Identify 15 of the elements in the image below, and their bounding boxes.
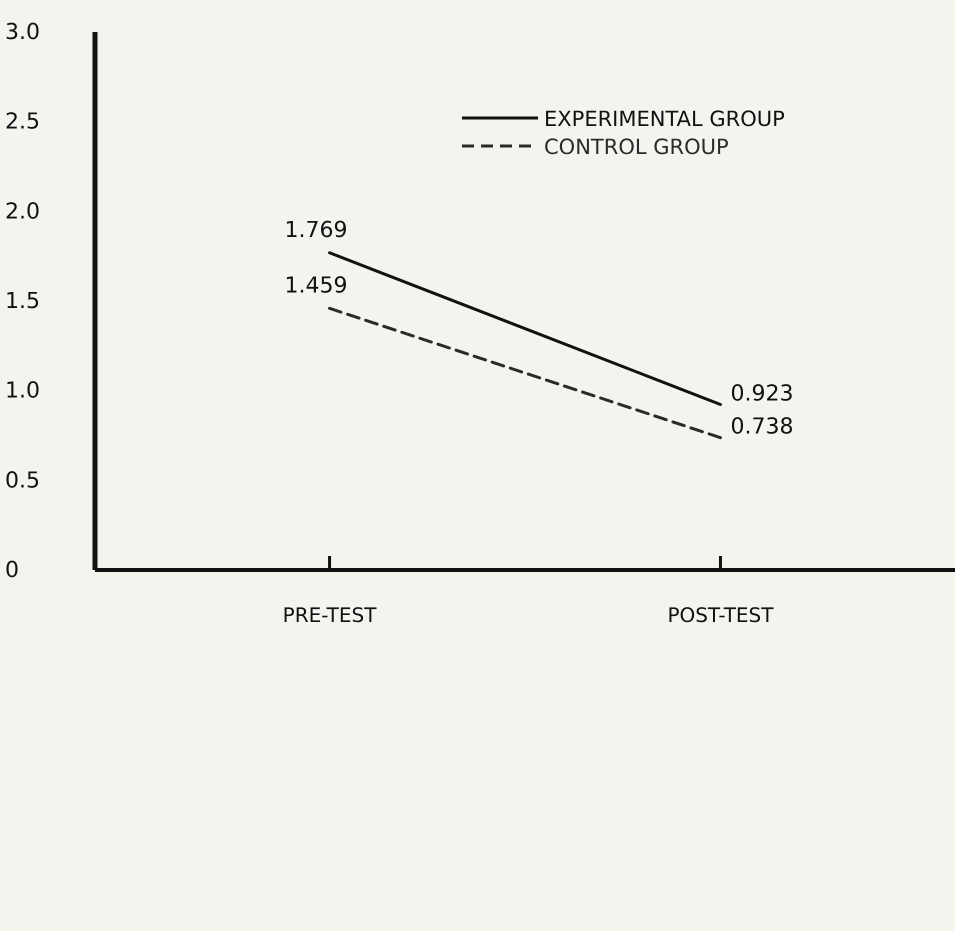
data-label: 0.923	[730, 381, 794, 406]
x-tick-label: POST-TEST	[667, 603, 774, 628]
data-label: 0.738	[730, 414, 794, 440]
y-tick-label: 3.0	[5, 20, 40, 46]
y-tick-label: 2.5	[5, 110, 40, 135]
x-tick-label: PRE-TEST	[282, 603, 378, 628]
data-label: 1.459	[284, 273, 348, 298]
legend-label: EXPERIMENTAL GROUP	[544, 107, 785, 131]
y-tick-label: 0	[5, 558, 19, 584]
y-tick-label: 1.5	[5, 289, 40, 314]
y-tick-label: 0.5	[5, 468, 40, 494]
legend-label: CONTROL GROUP	[544, 135, 729, 159]
data-label: 1.769	[284, 218, 348, 243]
y-tick-label: 1.0	[5, 378, 40, 404]
y-tick-label: 2.0	[5, 199, 40, 224]
